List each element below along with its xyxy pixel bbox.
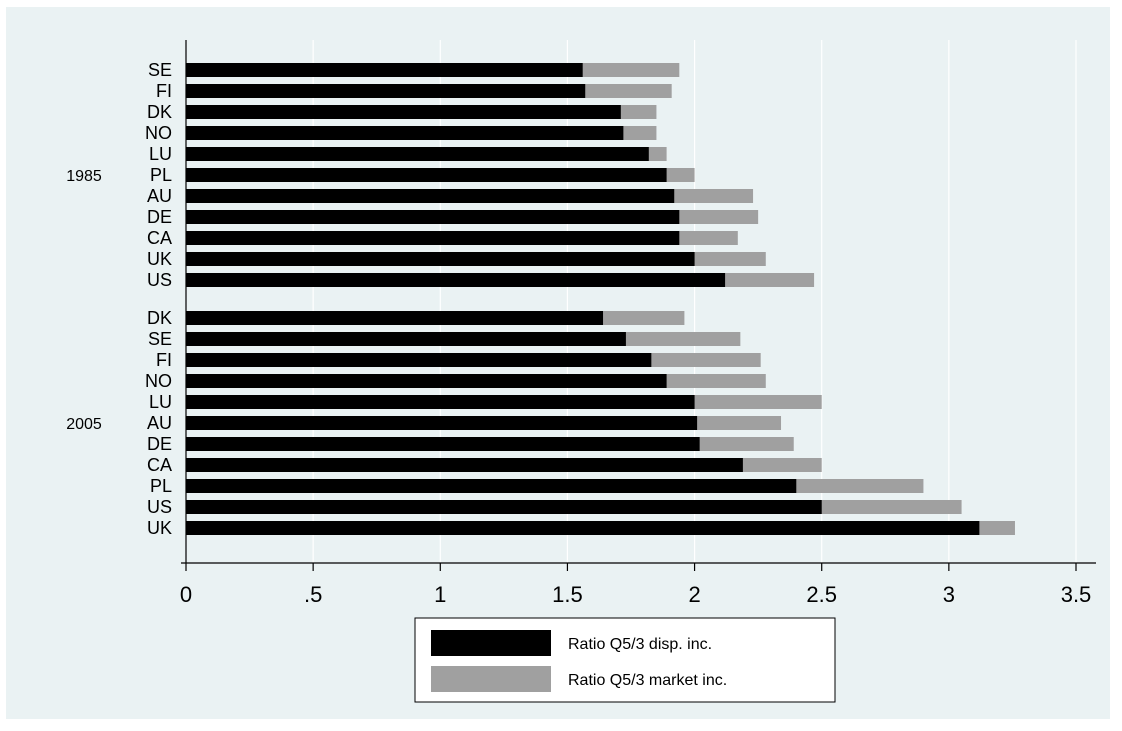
category-label: AU	[147, 186, 172, 206]
bar-disp-2005-LU	[186, 395, 695, 409]
category-label: SE	[148, 329, 172, 349]
x-tick-label: 2	[688, 582, 700, 607]
bar-disp-2005-DE	[186, 437, 700, 451]
x-tick-label: 1.5	[552, 582, 583, 607]
category-label: CA	[147, 228, 172, 248]
axis-layer: 0 .5 1 1.5 2 2.5 3 3.5	[180, 40, 1096, 607]
x-tick-label: 3	[943, 582, 955, 607]
legend-label-market: Ratio Q5/3 market inc.	[568, 672, 727, 689]
category-label: UK	[147, 518, 172, 538]
bar-disp-1985-US	[186, 273, 726, 287]
bar-disp-1985-PL	[186, 168, 667, 182]
bar-disp-2005-FI	[186, 353, 652, 367]
legend-swatch-market	[431, 666, 551, 692]
bar-disp-2005-NO	[186, 374, 667, 388]
legend: Ratio Q5/3 disp. inc. Ratio Q5/3 market i…	[414, 617, 836, 703]
group-label: 1985	[66, 168, 102, 185]
bar-disp-2005-PL	[186, 479, 797, 493]
bar-disp-1985-NO	[186, 126, 624, 140]
category-label: DE	[147, 434, 172, 454]
legend-label-disp: Ratio Q5/3 disp. inc.	[568, 636, 712, 653]
bar-disp-1985-FI	[186, 84, 586, 98]
x-tick-label: .5	[304, 582, 322, 607]
category-label: AU	[147, 413, 172, 433]
category-label: NO	[145, 123, 172, 143]
category-label: DE	[147, 207, 172, 227]
category-label: DK	[147, 102, 172, 122]
category-label: DK	[147, 308, 172, 328]
label-layer: SEFIDKNOLUPLAUDECAUKUS1985DKSEFINOLUAUDE…	[66, 60, 172, 538]
bar-disp-1985-UK	[186, 252, 695, 266]
bar-disp-2005-DK	[186, 311, 604, 325]
x-tick-label: 2.5	[806, 582, 837, 607]
category-label: PL	[150, 165, 172, 185]
category-label: PL	[150, 476, 172, 496]
bar-disp-1985-SE	[186, 63, 583, 77]
group-label: 2005	[66, 416, 102, 433]
category-label: SE	[148, 60, 172, 80]
bar-disp-2005-SE	[186, 332, 626, 346]
bar-disp-2005-AU	[186, 416, 698, 430]
bar-disp-1985-AU	[186, 189, 675, 203]
bar-disp-2005-UK	[186, 521, 980, 535]
bar-disp-2005-CA	[186, 458, 743, 472]
legend-swatch-disp	[431, 630, 551, 656]
bar-disp-1985-LU	[186, 147, 649, 161]
bar-disp-1985-DE	[186, 210, 680, 224]
category-label: CA	[147, 455, 172, 475]
x-tick-label: 1	[434, 582, 446, 607]
x-tick-label: 3.5	[1061, 582, 1092, 607]
bar-disp-2005-US	[186, 500, 822, 514]
x-tick-label: 0	[180, 582, 192, 607]
category-label: US	[147, 497, 172, 517]
bar-disp-1985-CA	[186, 231, 680, 245]
bar-layer	[186, 63, 1015, 535]
category-label: FI	[156, 81, 172, 101]
category-label: LU	[149, 144, 172, 164]
bar-disp-1985-DK	[186, 105, 621, 119]
category-label: US	[147, 270, 172, 290]
category-label: FI	[156, 350, 172, 370]
category-label: NO	[145, 371, 172, 391]
category-label: LU	[149, 392, 172, 412]
category-label: UK	[147, 249, 172, 269]
